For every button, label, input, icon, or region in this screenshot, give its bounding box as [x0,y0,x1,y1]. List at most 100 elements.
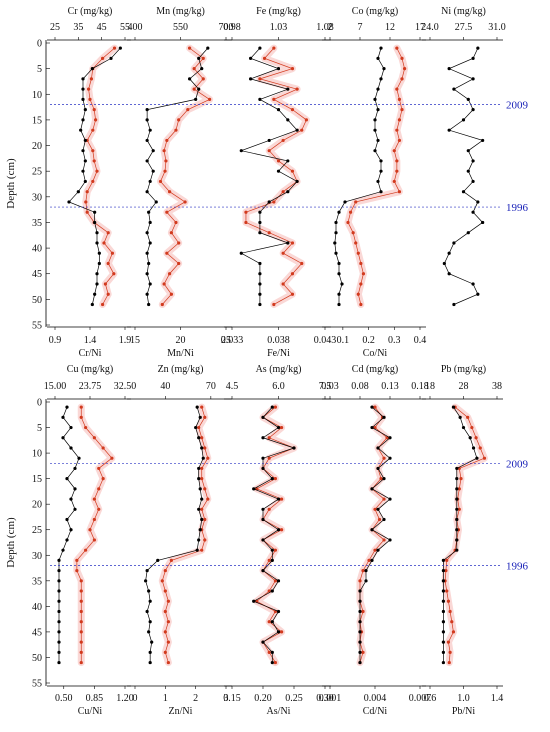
ratio-band [441,403,488,667]
ratio-point [101,302,105,307]
depth-tick-label: 5 [37,423,42,434]
conc-point [333,241,337,245]
conc-point [337,272,341,276]
conc-point [370,558,374,562]
conc-point [147,210,151,214]
conc-point [334,251,338,255]
depth-tick-label: 35 [32,576,42,587]
ratio-point [400,77,404,81]
top-tick-label: 70 [206,381,216,392]
ratio-point [397,118,402,122]
bottom-tick-label: 0.001 [319,693,342,704]
conc-point [258,261,262,266]
ratio-line [347,47,405,305]
ratio-point [89,77,93,81]
ratio-point [367,558,371,562]
ratio-point [273,660,277,665]
ratio-point [91,179,95,184]
conc-point [388,456,392,460]
conc-point [370,528,374,532]
conc-point [73,487,77,491]
conc-point [340,282,344,286]
ratio-point [163,609,167,614]
ratio-point [346,220,350,225]
ratio-point [395,159,399,163]
ratio-point [91,128,95,132]
conc-point [337,302,341,307]
conc-point [379,159,383,163]
conc-point [145,138,149,143]
conc-point [455,497,459,501]
ratio-point [88,97,92,101]
conc-point [455,487,459,491]
conc-point [466,231,470,235]
ratio-point [267,149,271,153]
ratio-point [79,405,83,409]
top-axis-label: Pb (mg/kg) [441,364,486,375]
conc-point [441,569,445,573]
top-tick-label: 1.08 [316,22,334,33]
conc-point [376,466,380,471]
depth-tick-label: 10 [32,90,42,101]
conc-point [461,425,466,430]
ratio-point [79,599,83,603]
bottom-tick-label: 1.0 [457,693,470,704]
conc-point [145,569,149,573]
conc-point [270,660,274,665]
ratio-point [272,46,276,50]
depth-tick-label: 30 [32,551,42,562]
top-tick-label: 0.08 [351,381,369,392]
conc-point [73,466,77,471]
ratio-point [75,569,79,573]
bottom-tick-label: 0 [133,693,138,704]
conc-point [239,251,243,255]
conc-point [194,425,198,430]
panel-pb: 18 28 38 Pb (mg/kg) 0.6 1.0 1.4 Pb/Ni [422,364,503,717]
ratio-point [356,292,360,296]
bottom-tick-label: 0.4 [414,335,427,346]
conc-point [337,292,341,296]
conc-point [286,159,290,163]
top-tick-label: 15.00 [44,381,67,392]
bottom-axis-label: Co/Ni [363,348,388,359]
conc-line [359,406,391,663]
conc-point [93,210,97,214]
conc-point [258,302,262,307]
conc-point [441,609,445,614]
conc-point [81,149,85,153]
conc-point [57,599,61,603]
bottom-axis-label: As/Ni [267,706,291,717]
conc-point [147,261,151,266]
ratio-point [87,87,91,91]
conc-point [252,487,256,491]
conc-point [109,56,113,60]
ratio-point [84,200,88,204]
ratio-point [281,251,285,255]
conc-line [146,47,209,305]
conc-point [376,179,380,184]
bottom-tick-label: 1.9 [119,335,132,346]
conc-point [90,302,94,307]
top-tick-label: 40 [160,381,170,392]
depth-tick-label: 25 [32,167,42,178]
top-tick-label: 0.98 [223,22,241,33]
conc-point [376,87,380,91]
panel-fe: 0.98 1.03 1.08 Fe (mg/kg) 0.033 0.038 0.043 Fe/… [221,6,337,359]
conc-point [76,190,80,194]
ratio-point [163,630,167,634]
top-axis-label: Cr (mg/kg) [68,6,113,17]
bottom-tick-label: 0.25 [285,693,303,704]
conc-point [83,159,87,163]
ratio-point [201,56,205,60]
ratio-point [470,425,474,430]
conc-point [258,220,262,225]
ratio-point [348,210,353,214]
ratio-point [397,138,402,143]
ratio-point [267,650,271,654]
conc-point [61,436,65,440]
ratio-point [273,579,277,583]
ratio-point [200,405,204,409]
ratio-point [167,190,172,194]
ratio-point [97,466,101,471]
ratio-point [177,241,181,245]
